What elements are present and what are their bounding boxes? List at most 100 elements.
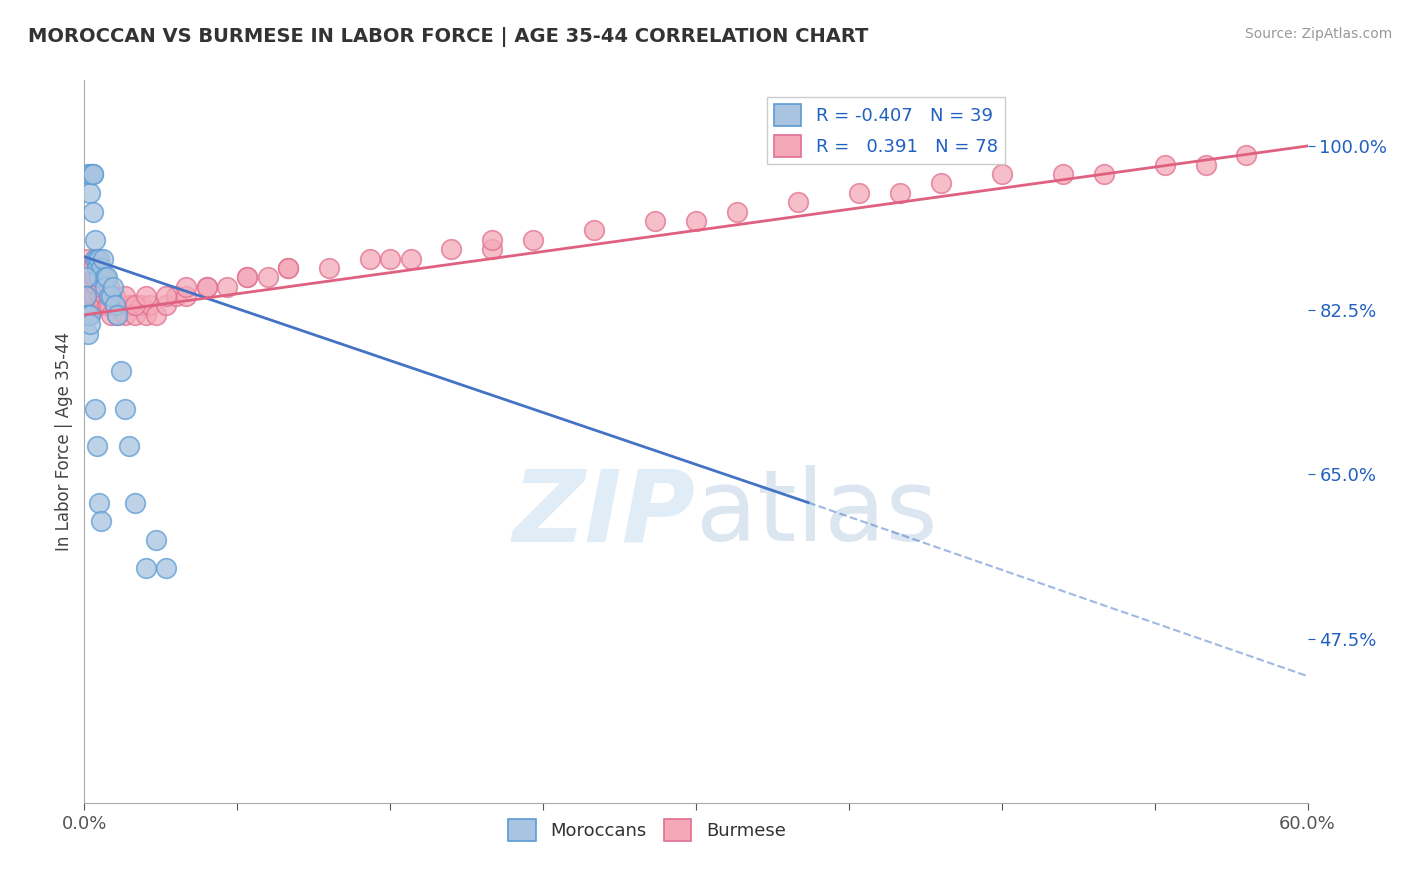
Point [79, 308, 101, 322]
Point [155, 561, 177, 575]
Point [217, 279, 239, 293]
Point [97, 298, 120, 312]
Point [77, 326, 100, 341]
Point [277, 260, 299, 275]
Point [77, 308, 100, 322]
Point [100, 289, 122, 303]
Legend: Moroccans, Burmese: Moroccans, Burmese [501, 812, 793, 848]
Point [79, 308, 101, 322]
Point [79, 167, 101, 181]
Point [124, 298, 146, 312]
Point [118, 439, 141, 453]
Point [644, 214, 666, 228]
Point [257, 270, 280, 285]
Point [82, 270, 104, 285]
Point [75, 289, 97, 303]
Point [1236, 148, 1258, 162]
Point [77, 167, 100, 181]
Point [318, 260, 340, 275]
Point [114, 401, 136, 416]
Point [104, 298, 127, 312]
Point [93, 279, 115, 293]
Point [82, 260, 104, 275]
Point [87, 289, 110, 303]
Point [79, 318, 101, 332]
Point [135, 308, 157, 322]
Point [86, 260, 108, 275]
Point [83, 401, 105, 416]
Point [145, 308, 167, 322]
Point [91, 298, 114, 312]
Point [87, 270, 110, 285]
Point [79, 260, 101, 275]
Point [481, 233, 503, 247]
Point [86, 252, 108, 266]
Point [725, 204, 748, 219]
Point [277, 260, 299, 275]
Point [522, 233, 544, 247]
Point [93, 289, 115, 303]
Point [138, 298, 160, 312]
Point [889, 186, 911, 200]
Point [87, 270, 110, 285]
Point [77, 252, 100, 266]
Point [1052, 167, 1074, 181]
Point [359, 252, 381, 266]
Point [82, 289, 104, 303]
Text: ZIP: ZIP [513, 466, 696, 562]
Point [91, 252, 114, 266]
Point [79, 270, 101, 285]
Text: Source: ZipAtlas.com: Source: ZipAtlas.com [1244, 27, 1392, 41]
Point [104, 289, 127, 303]
Point [787, 195, 810, 210]
Point [86, 279, 108, 293]
Point [82, 204, 104, 219]
Point [97, 279, 120, 293]
Point [86, 439, 108, 453]
Point [174, 289, 197, 303]
Point [90, 514, 112, 528]
Point [83, 233, 105, 247]
Point [96, 298, 118, 312]
Point [195, 279, 218, 293]
Text: atlas: atlas [696, 466, 938, 562]
Point [1092, 167, 1115, 181]
Point [155, 298, 177, 312]
Point [236, 270, 259, 285]
Point [174, 279, 197, 293]
Point [848, 186, 870, 200]
Point [100, 308, 122, 322]
Point [77, 270, 100, 285]
Point [236, 270, 259, 285]
Point [124, 495, 146, 509]
Point [79, 186, 101, 200]
Point [105, 308, 128, 322]
Point [991, 167, 1014, 181]
Point [195, 279, 218, 293]
Point [1154, 158, 1177, 172]
Point [481, 242, 503, 256]
Point [96, 270, 118, 285]
Point [105, 308, 128, 322]
Point [90, 279, 112, 293]
Point [75, 289, 97, 303]
Point [101, 279, 124, 293]
Point [75, 270, 97, 285]
Point [97, 289, 120, 303]
Point [114, 289, 136, 303]
Point [79, 289, 101, 303]
Point [77, 289, 100, 303]
Point [83, 252, 105, 266]
Point [380, 252, 402, 266]
Point [87, 298, 110, 312]
Point [440, 242, 463, 256]
Point [90, 289, 112, 303]
Point [90, 260, 112, 275]
Point [83, 289, 105, 303]
Point [82, 167, 104, 181]
Point [104, 298, 127, 312]
Point [110, 298, 132, 312]
Point [93, 270, 115, 285]
Point [135, 289, 157, 303]
Point [165, 289, 187, 303]
